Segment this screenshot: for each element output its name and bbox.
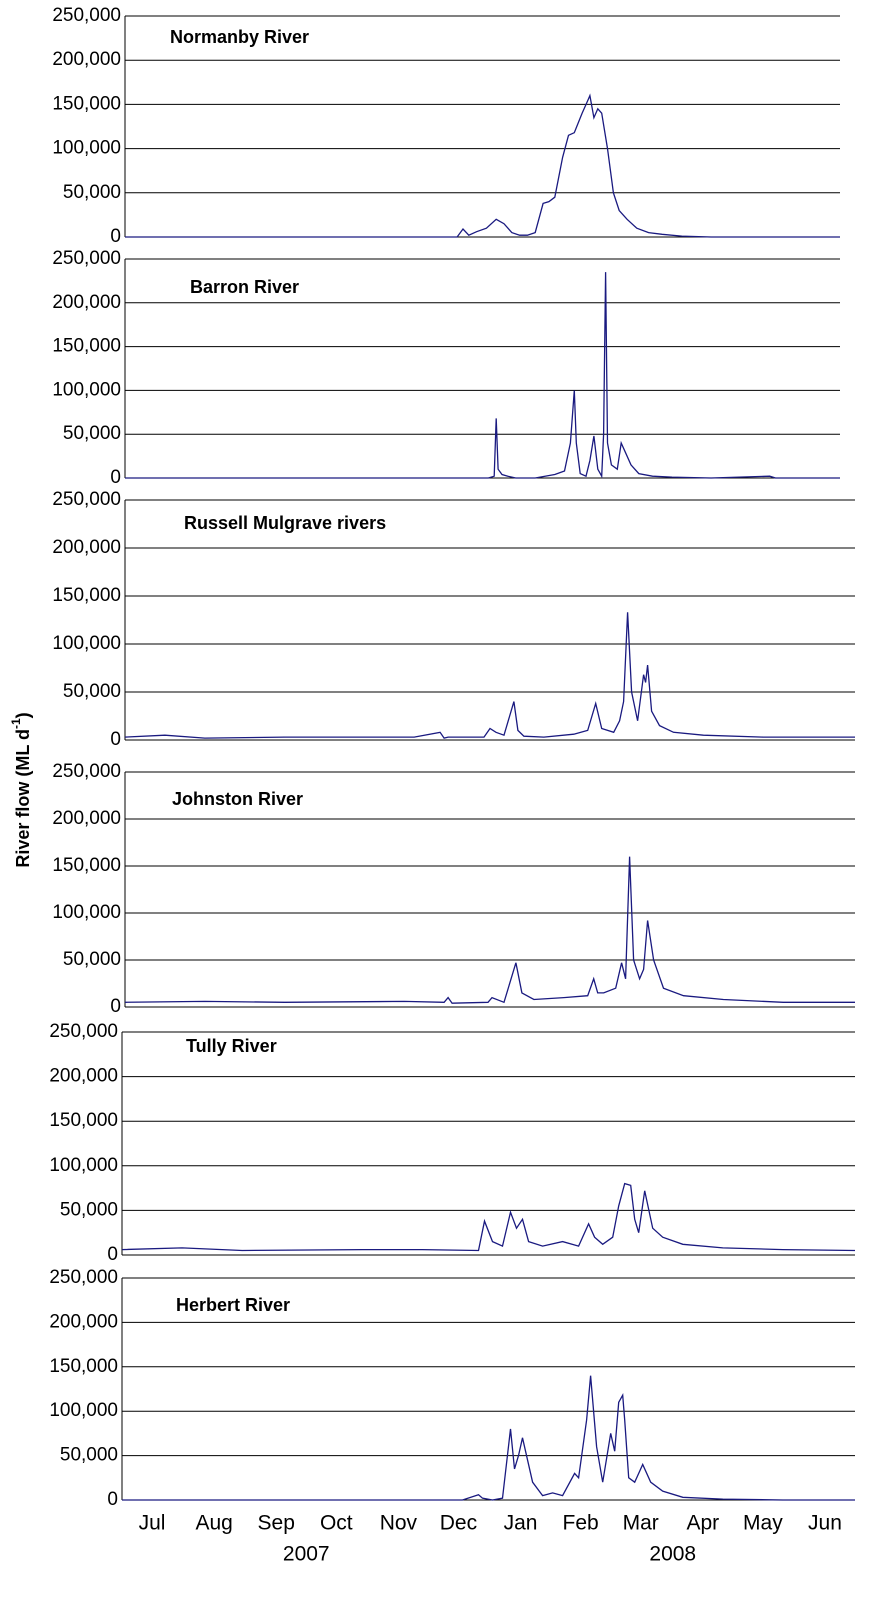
x-tick-label: Jan [504,1512,538,1535]
y-tick-label: 150,000 [52,93,121,114]
x-tick-label: Sep [258,1512,295,1535]
y-tick-label: 200,000 [52,537,121,558]
y-tick-label: 0 [110,467,121,488]
flow-line [124,612,855,739]
y-tick-label: 250,000 [52,248,121,269]
y-tick-label: 0 [110,996,121,1017]
y-label-sup: -1 [9,718,23,729]
y-tick-label: 150,000 [52,336,121,357]
y-tick-label: 150,000 [49,1110,118,1131]
y-tick-label: 0 [110,226,121,247]
panel-title: Tully River [186,1036,277,1056]
panel-title: Normanby River [170,27,309,47]
panel-title: Barron River [190,277,299,297]
y-label-end: ) [13,712,33,718]
y-tick-label: 0 [107,1489,118,1510]
panel-title: Russell Mulgrave rivers [184,513,386,533]
y-tick-label: 200,000 [52,49,121,70]
y-tick-label: 100,000 [49,1155,118,1176]
flow-line [121,1182,856,1252]
y-tick-label: 200,000 [52,292,121,313]
y-tick-label: 150,000 [52,855,121,876]
y-tick-label: 0 [107,1244,118,1265]
y-tick-label: 100,000 [52,902,121,923]
y-tick-label: 0 [110,729,121,750]
y-tick-label: 50,000 [63,681,121,702]
x-tick-label: Jul [139,1512,166,1535]
y-tick-label: 50,000 [60,1445,118,1466]
flow-line [124,856,855,1004]
year-label: 2007 [283,1543,330,1566]
y-tick-label: 50,000 [63,182,121,203]
year-label: 2008 [649,1543,696,1566]
y-tick-label: 100,000 [52,633,121,654]
y-tick-label: 200,000 [52,808,121,829]
y-tick-label: 150,000 [49,1356,118,1377]
y-tick-label: 50,000 [63,423,121,444]
y-tick-label: 250,000 [52,5,121,26]
y-tick-label: 50,000 [60,1199,118,1220]
flow-line [125,272,840,479]
flow-line [125,93,840,238]
x-tick-label: Nov [380,1512,418,1535]
panel-title: Johnston River [172,789,303,809]
y-tick-label: 50,000 [63,949,121,970]
y-tick-label: 150,000 [52,585,121,606]
y-axis-label: River flow (ML d-1) [9,712,33,867]
y-tick-label: 250,000 [49,1267,118,1288]
y-tick-label: 100,000 [52,379,121,400]
panel-title: Herbert River [176,1295,290,1315]
y-tick-label: 100,000 [49,1400,118,1421]
flow-line [122,1375,855,1501]
y-tick-label: 200,000 [49,1311,118,1332]
x-tick-label: Feb [563,1512,599,1535]
x-tick-label: May [743,1512,783,1535]
x-tick-label: Apr [686,1512,719,1535]
x-tick-label: Oct [320,1512,353,1535]
y-tick-label: 250,000 [49,1021,118,1042]
y-label-text: River flow (ML d [13,729,33,868]
x-tick-label: Mar [623,1512,659,1535]
x-tick-label: Aug [195,1512,232,1535]
x-tick-label: Dec [440,1512,477,1535]
y-tick-label: 250,000 [52,489,121,510]
y-tick-label: 100,000 [52,138,121,159]
y-tick-label: 200,000 [49,1066,118,1087]
y-tick-label: 250,000 [52,761,121,782]
x-tick-label: Jun [808,1512,842,1535]
